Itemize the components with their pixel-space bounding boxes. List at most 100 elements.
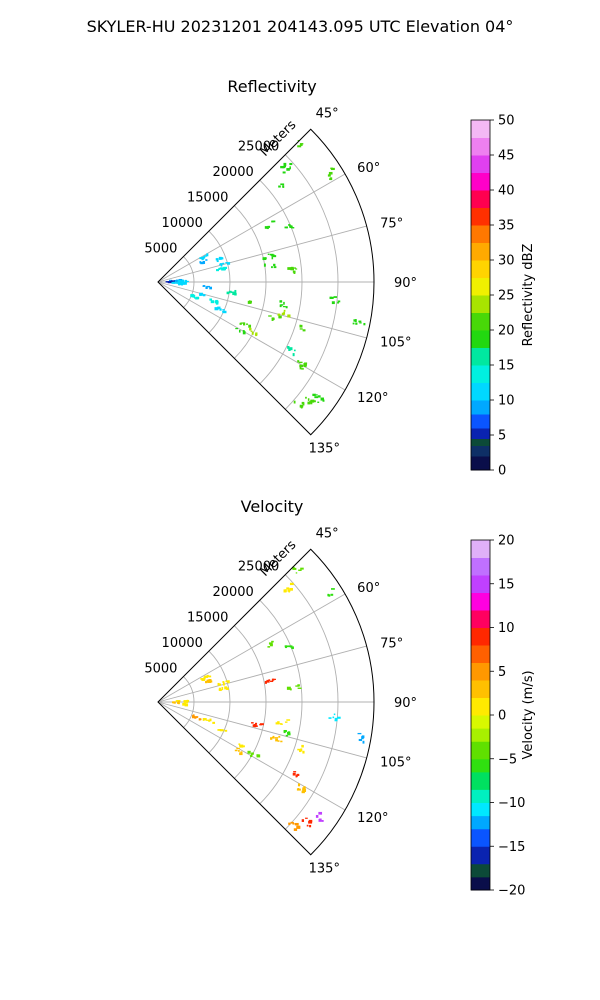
- radar-echo: [292, 771, 300, 778]
- colorbar-tick-label: 20: [498, 324, 515, 339]
- radial-tick-label: 25000: [238, 560, 279, 575]
- radial-tick-label: 25000: [238, 140, 279, 155]
- radar-echo: [283, 582, 294, 593]
- theta-tick-label: 75°: [380, 216, 403, 231]
- reflectivity-colorbar-label: Reflectivity dBZ: [521, 244, 536, 347]
- radar-echo: [327, 167, 335, 181]
- radar-echo: [327, 588, 335, 597]
- azimuth-gridline-75: [157, 225, 367, 283]
- radar-echo: [200, 674, 212, 681]
- radar-echo: [275, 719, 291, 725]
- radar-echo: [202, 718, 216, 724]
- radar-echo: [297, 744, 305, 754]
- theta-tick-label: 90°: [394, 276, 417, 291]
- colorbar-tick-label: 5: [498, 665, 506, 680]
- radar-echo: [247, 750, 261, 758]
- radar-echo: [268, 315, 282, 321]
- radar-echo: [278, 183, 285, 188]
- theta-tick-label: 75°: [380, 636, 403, 651]
- radar-echo: [296, 783, 307, 794]
- radar-echo: [214, 306, 227, 314]
- radar-echo: [199, 253, 209, 261]
- radar-echo: [287, 345, 296, 357]
- theta-tick-label: 105°: [380, 336, 411, 351]
- velocity-colorbar: −20 −15 −10 −5 0 5 10 15 20: [470, 534, 525, 899]
- velocity-colorbar-label: Velocity (m/s): [521, 670, 536, 759]
- azimuth-gridline-120: [157, 281, 346, 391]
- radar-echo: [299, 324, 306, 332]
- radial-tick-label: 5000: [144, 242, 177, 257]
- colorbar-tick-label: 0: [498, 464, 506, 479]
- radar-echo: [190, 294, 200, 300]
- radar-echo: [192, 714, 202, 721]
- theta-tick-label: 45°: [316, 106, 339, 121]
- radar-echo: [297, 360, 308, 370]
- radar-echo: [312, 393, 325, 403]
- radar-echo: [217, 729, 228, 732]
- azimuth-gridline-105: [157, 701, 367, 759]
- radar-echo: [209, 298, 219, 305]
- theta-tick-label: 135°: [309, 442, 340, 457]
- radar-echo: [263, 263, 277, 269]
- theta-tick-label: 60°: [357, 581, 380, 596]
- sector-outline: [157, 548, 375, 856]
- colorbar-tick-label: 15: [498, 359, 515, 374]
- radar-echo: [226, 289, 237, 296]
- reflectivity-panel: 45° 60° 75° 90° 105° 120° 135° 5000 10000 15000 20…: [144, 77, 536, 479]
- colorbar-tick-label: −15: [498, 840, 525, 855]
- radar-echo: [177, 281, 187, 286]
- reflectivity-title: Reflectivity: [227, 77, 316, 96]
- radar-echo: [270, 735, 283, 743]
- radial-tick-label: 15000: [187, 611, 228, 626]
- figure-suptitle: SKYLER-HU 20231201 204143.095 UTC Elevat…: [87, 17, 514, 36]
- radar-echo: [235, 327, 246, 335]
- radar-echo: [279, 300, 288, 309]
- radar-echo: [249, 327, 258, 337]
- radar-echo: [262, 253, 277, 261]
- theta-tick-label: 90°: [394, 696, 417, 711]
- radar-echo: [280, 162, 293, 174]
- sector-outline: [157, 128, 375, 436]
- radar-echo: [216, 266, 228, 272]
- colorbar-tick-label: 0: [498, 709, 506, 724]
- radar-echo: [172, 701, 180, 705]
- radar-echo: [182, 702, 189, 707]
- radar-echo: [217, 680, 230, 686]
- radar-echo: [251, 722, 264, 728]
- radar-echo: [238, 743, 245, 748]
- azimuth-gridline-75: [157, 645, 367, 703]
- radial-tick-label: 10000: [162, 216, 203, 231]
- velocity-panel: 45° 60° 75° 90° 105° 120° 135° 5000 10000 15000 20…: [144, 497, 536, 899]
- radar-echo: [267, 640, 274, 648]
- theta-tick-label: 135°: [309, 862, 340, 877]
- radar-echo: [328, 713, 341, 722]
- radar-echo: [329, 296, 341, 305]
- radar-echo: [205, 679, 213, 684]
- velocity-polar-plot: 45° 60° 75° 90° 105° 120° 135° 5000 10000 15000 20…: [144, 526, 417, 876]
- radar-echo: [291, 566, 304, 574]
- radar-echo: [175, 699, 190, 703]
- radar-echo: [284, 224, 295, 229]
- radial-tick-label: 15000: [187, 191, 228, 206]
- radar-echo: [215, 256, 224, 263]
- radar-echo: [177, 279, 189, 283]
- colorbar-tick-label: 40: [498, 184, 515, 199]
- radial-tick-label: 20000: [212, 585, 253, 600]
- azimuth-gridline-60: [157, 593, 346, 703]
- radar-echo: [293, 400, 305, 409]
- theta-tick-label: 105°: [380, 756, 411, 771]
- radial-tick-label: 10000: [162, 636, 203, 651]
- reflectivity-polar-plot: 45° 60° 75° 90° 105° 120° 135° 5000 10000 15000 20…: [144, 106, 417, 456]
- colorbar-tick-label: −5: [498, 752, 517, 767]
- theta-tick-label: 120°: [357, 811, 388, 826]
- radar-echo: [239, 322, 252, 328]
- radar-echo: [286, 684, 302, 691]
- azimuth-gridline-60: [157, 173, 346, 283]
- colorbar-tick-label: 15: [498, 577, 515, 592]
- radar-echo: [352, 319, 366, 326]
- radial-tick-label: 20000: [212, 165, 253, 180]
- radar-echo: [301, 817, 313, 828]
- colorbar-tick-label: 5: [498, 429, 506, 444]
- radar-echo: [219, 262, 231, 267]
- radar-echo: [199, 292, 206, 297]
